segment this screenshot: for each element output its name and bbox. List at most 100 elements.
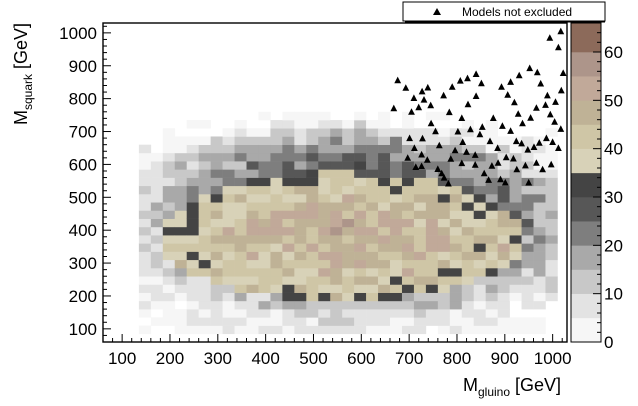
heatmap-cell bbox=[545, 235, 558, 244]
x-tick-label: 300 bbox=[204, 349, 232, 368]
heatmap-cell bbox=[449, 226, 463, 236]
heatmap-cell bbox=[282, 169, 295, 178]
heatmap-cell bbox=[318, 202, 331, 211]
model-marker bbox=[547, 160, 555, 168]
heatmap-cell bbox=[545, 169, 558, 178]
heatmap-cell bbox=[150, 276, 164, 285]
heatmap-cell bbox=[174, 226, 188, 236]
heatmap-cell bbox=[473, 152, 486, 162]
heatmap-cell bbox=[390, 152, 403, 162]
model-marker bbox=[447, 155, 455, 162]
heatmap-cell bbox=[186, 243, 199, 252]
heatmap-cell bbox=[497, 317, 510, 326]
heatmap-cell bbox=[425, 276, 439, 285]
heatmap-cell bbox=[521, 325, 534, 335]
heatmap-cell bbox=[318, 325, 331, 335]
heatmap-cell bbox=[425, 185, 439, 195]
heatmap-cell bbox=[282, 136, 295, 145]
heatmap-cell bbox=[222, 268, 235, 277]
heatmap-cell bbox=[234, 144, 247, 154]
heatmap-cell bbox=[282, 202, 295, 211]
heatmap-cell bbox=[258, 292, 271, 302]
heatmap-cell bbox=[425, 243, 439, 252]
heatmap-cell bbox=[425, 169, 439, 178]
heatmap-cell bbox=[294, 251, 307, 261]
heatmap-cell bbox=[533, 325, 546, 335]
model-marker bbox=[557, 125, 565, 132]
heatmap-cell bbox=[401, 284, 415, 293]
heatmap-cell bbox=[198, 161, 211, 170]
heatmap-cell bbox=[306, 292, 319, 302]
heatmap-cell bbox=[545, 128, 558, 137]
model-marker bbox=[464, 74, 471, 82]
heatmap-cell bbox=[509, 161, 522, 170]
heatmap-cell bbox=[150, 177, 164, 187]
heatmap-cell bbox=[401, 309, 415, 318]
heatmap-cell bbox=[258, 194, 271, 203]
heatmap-cell bbox=[162, 218, 176, 228]
heatmap-cell bbox=[138, 235, 152, 244]
heatmap-cell bbox=[437, 235, 451, 244]
model-marker bbox=[445, 108, 453, 116]
heatmap-cell bbox=[390, 226, 403, 236]
heatmap-cell bbox=[306, 144, 319, 154]
heatmap-cell bbox=[342, 268, 355, 277]
heatmap-cell bbox=[258, 325, 271, 335]
heatmap-cell bbox=[449, 177, 463, 187]
heatmap-cell bbox=[174, 235, 188, 244]
heatmap-cell bbox=[210, 202, 223, 211]
heatmap-cell bbox=[533, 210, 546, 219]
heatmap-cell bbox=[246, 161, 259, 170]
heatmap-cell bbox=[282, 292, 295, 302]
heatmap-cell bbox=[509, 325, 522, 335]
y-axis-title-main: M bbox=[11, 110, 31, 125]
heatmap-cell bbox=[174, 276, 188, 285]
heatmap-cell bbox=[222, 185, 235, 195]
heatmap-cell bbox=[246, 243, 259, 252]
heatmap-cell bbox=[174, 259, 188, 269]
heatmap-cell bbox=[222, 177, 235, 187]
heatmap-cell bbox=[162, 169, 176, 178]
heatmap-cell bbox=[198, 152, 211, 162]
heatmap-cell bbox=[342, 169, 355, 178]
heatmap-cell bbox=[174, 218, 188, 228]
heatmap-cell bbox=[413, 177, 427, 187]
heatmap-cell bbox=[509, 284, 522, 293]
heatmap-cell bbox=[461, 185, 475, 195]
heatmap-cell bbox=[270, 243, 283, 252]
heatmap-cell bbox=[342, 144, 355, 154]
heatmap-cell bbox=[437, 218, 451, 228]
heatmap-cell bbox=[390, 202, 403, 211]
heatmap-cell bbox=[354, 177, 367, 187]
heatmap-cell bbox=[497, 276, 510, 285]
heatmap-cell bbox=[330, 210, 343, 219]
heatmap-cell bbox=[545, 218, 558, 228]
heatmap-cell bbox=[533, 177, 546, 187]
heatmap-cell bbox=[222, 235, 235, 244]
model-marker bbox=[533, 68, 541, 76]
heatmap-cell bbox=[425, 111, 439, 121]
heatmap-cell bbox=[533, 226, 546, 236]
heatmap-cell bbox=[354, 161, 367, 170]
heatmap-cell bbox=[162, 309, 176, 318]
heatmap-cell bbox=[461, 169, 475, 178]
heatmap-cell bbox=[330, 177, 343, 187]
heatmap-cell bbox=[318, 317, 331, 326]
heatmap-cell bbox=[354, 259, 367, 269]
heatmap-cell bbox=[473, 194, 486, 203]
heatmap-cell bbox=[366, 177, 379, 187]
heatmap-cell bbox=[174, 251, 188, 261]
heatmap-cell bbox=[294, 210, 307, 219]
heatmap-cell bbox=[294, 120, 307, 129]
heatmap-cell bbox=[198, 276, 211, 285]
heatmap-cell bbox=[425, 177, 439, 187]
heatmap-cell bbox=[246, 300, 259, 310]
heatmap-cell bbox=[485, 169, 498, 178]
x-axis-title-main: M bbox=[463, 375, 478, 395]
heatmap-cell bbox=[186, 185, 199, 195]
heatmap-cell bbox=[306, 161, 319, 170]
heatmap-cell bbox=[533, 194, 546, 203]
heatmap-cell bbox=[294, 177, 307, 187]
heatmap-cell bbox=[270, 210, 283, 219]
